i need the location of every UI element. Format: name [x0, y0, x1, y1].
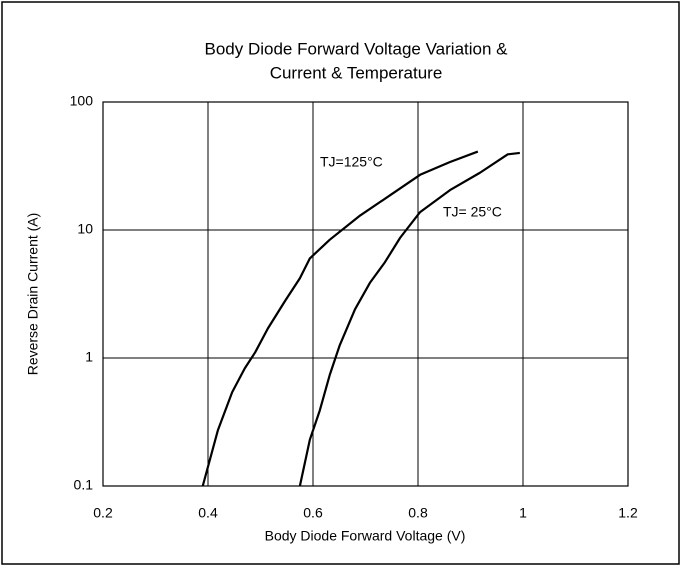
x-tick-label: 0.2	[93, 505, 113, 521]
x-tick-label: 0.4	[198, 505, 218, 521]
x-tick-label: 1.2	[618, 505, 638, 521]
plot-border	[102, 101, 629, 487]
chart-title-line: Current & Temperature	[270, 63, 443, 82]
x-tick-label: 0.8	[408, 505, 428, 521]
series-line	[201, 150, 479, 487]
y-tick-label: 0.1	[74, 477, 94, 493]
x-axis-label: Body Diode Forward Voltage (V)	[265, 528, 466, 544]
y-tick-label: 100	[70, 93, 94, 109]
y-tick-label: 1	[85, 349, 93, 365]
series-label: TJ=125°C	[320, 154, 383, 170]
x-tick-label: 1	[519, 505, 527, 521]
x-tick-label: 0.6	[303, 505, 323, 521]
series-line	[298, 151, 520, 487]
chart-title-line: Body Diode Forward Voltage Variation &	[204, 39, 508, 58]
y-axis-label: Reverse Drain Current (A)	[25, 213, 41, 376]
series-label: TJ= 25°C	[443, 204, 502, 220]
y-tick-label: 10	[77, 221, 93, 237]
